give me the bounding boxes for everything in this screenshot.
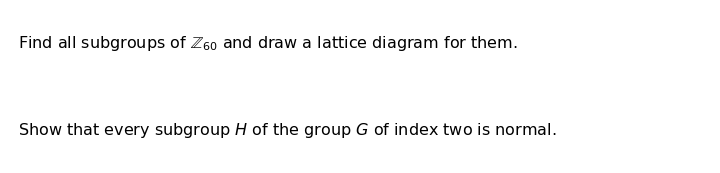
Text: Show that every subgroup $H$ of the group $G$ of index two is normal.: Show that every subgroup $H$ of the grou… [18,121,557,140]
Text: Find all subgroups of $\mathbb{Z}_{60}$ and draw a lattice diagram for them.: Find all subgroups of $\mathbb{Z}_{60}$ … [18,34,518,53]
